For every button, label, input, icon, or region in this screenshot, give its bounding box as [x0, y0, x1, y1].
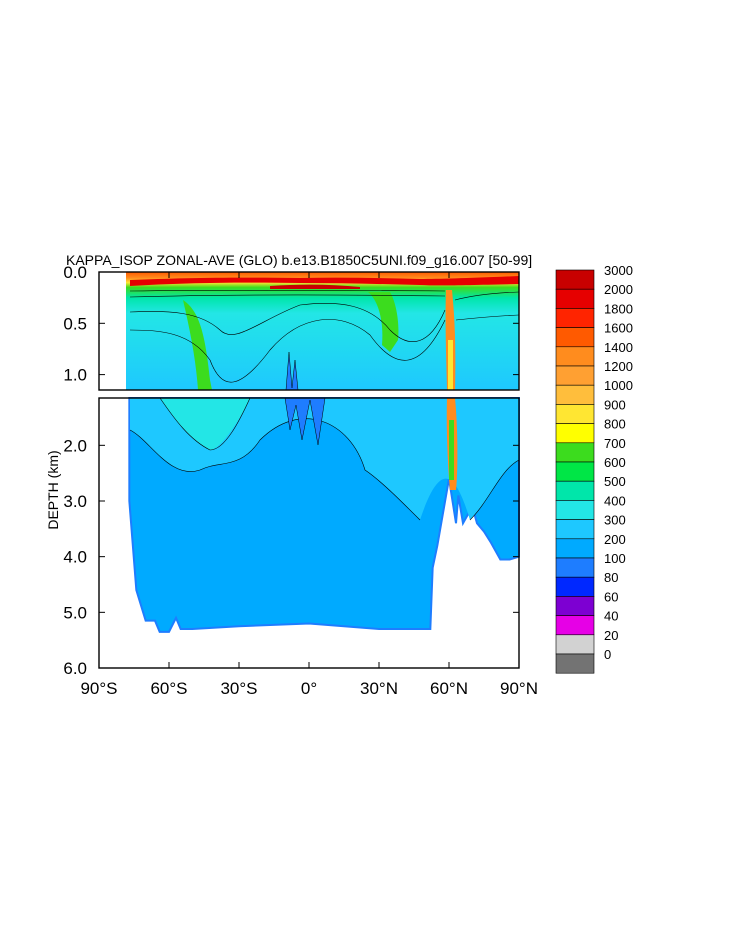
colorbar-swatch — [555, 327, 595, 348]
x-tick-label: 60°N — [430, 679, 468, 698]
y-tick-label: 6.0 — [63, 659, 87, 678]
colorbar-swatch — [555, 653, 595, 674]
colorbar-label: 1200 — [604, 359, 633, 374]
y-tick-label: 4.0 — [63, 548, 87, 567]
y-tick-label: 5.0 — [63, 603, 87, 622]
colorbar-label: 20 — [604, 628, 618, 643]
lower-contours — [129, 397, 520, 521]
colorbar-swatch — [555, 480, 595, 501]
colorbar-swatch — [555, 288, 595, 309]
colorbar-swatch — [555, 500, 595, 520]
upper-panel — [98, 271, 520, 391]
lower-panel — [98, 397, 520, 669]
colorbar-label: 2000 — [604, 282, 633, 297]
green-pocket-south — [183, 300, 212, 390]
green-pocket-north — [368, 292, 399, 352]
colorbar-swatch — [555, 442, 595, 463]
y-tick-label: 0.5 — [63, 314, 87, 333]
colorbar-label: 400 — [604, 493, 626, 508]
colorbar-swatch — [555, 615, 595, 636]
colorbar-label: 1000 — [604, 378, 633, 393]
surface-red-band — [130, 276, 519, 286]
colorbar-swatch — [555, 269, 595, 290]
colorbar-label: 700 — [604, 436, 626, 451]
x-tick-label: 60°S — [150, 679, 187, 698]
colorbar-label: 1600 — [604, 321, 633, 336]
x-axis: 90°S 60°S 30°S 0° 30°N 60°N 90°N — [80, 272, 538, 698]
colorbar-swatch — [555, 538, 595, 559]
colorbar-label: 1400 — [604, 340, 633, 355]
colorbar-swatch — [555, 519, 595, 540]
y-axis-label: DEPTH (km) — [45, 450, 61, 529]
x-tick-label: 30°N — [360, 679, 398, 698]
colorbar-swatch — [555, 404, 595, 424]
colorbar-label: 3000 — [604, 263, 633, 278]
colorbar-label: 100 — [604, 551, 626, 566]
x-tick-label: 30°S — [220, 679, 257, 698]
colorbar-label: 60 — [604, 589, 618, 604]
upper-panel-field — [126, 272, 519, 390]
colorbar-swatch — [555, 308, 595, 328]
subpolar-deep-core-inner — [449, 420, 454, 480]
y-tick-label: 0.0 — [63, 263, 87, 282]
colorbar-label: 40 — [604, 609, 618, 624]
subpolar-high-core — [448, 340, 453, 390]
lower-seamount — [284, 397, 326, 446]
colorbar-label: 80 — [604, 570, 618, 585]
colorbar-label: 0 — [604, 647, 611, 662]
colorbar: 3000200018001600140012001000900800700600… — [555, 263, 633, 674]
colorbar-swatch — [555, 557, 595, 578]
y-tick-label: 3.0 — [63, 492, 87, 511]
y-tick-label: 2.0 — [63, 436, 87, 455]
chart-title: KAPPA_ISOP ZONAL-AVE (GLO) b.e13.B1850C5… — [66, 252, 532, 268]
x-tick-label: 90°N — [500, 679, 538, 698]
x-tick-label: 90°S — [80, 679, 117, 698]
colorbar-swatch — [555, 423, 595, 444]
surface-dark-red — [270, 284, 360, 289]
colorbar-swatch — [555, 346, 595, 367]
colorbar-swatch — [555, 365, 595, 386]
colorbar-label: 1800 — [604, 301, 633, 316]
colorbar-label: 300 — [604, 513, 626, 528]
colorbar-label: 800 — [604, 417, 626, 432]
colorbar-label: 600 — [604, 455, 626, 470]
colorbar-swatch — [555, 634, 595, 655]
upper-contours — [129, 289, 520, 383]
lower-light-layer — [160, 398, 250, 450]
colorbar-swatch — [555, 576, 595, 597]
colorbar-swatch — [555, 384, 595, 405]
colorbar-label: 500 — [604, 474, 626, 489]
y-axis: 0.0 0.5 1.0 2.0 3.0 4.0 5.0 6.0 — [63, 263, 519, 678]
colorbar-label: 200 — [604, 532, 626, 547]
colorbar-swatch — [555, 596, 595, 616]
x-tick-label: 0° — [301, 679, 317, 698]
colorbar-label: 900 — [604, 397, 626, 412]
colorbar-swatch — [555, 461, 595, 482]
y-tick-label: 1.0 — [63, 366, 87, 385]
